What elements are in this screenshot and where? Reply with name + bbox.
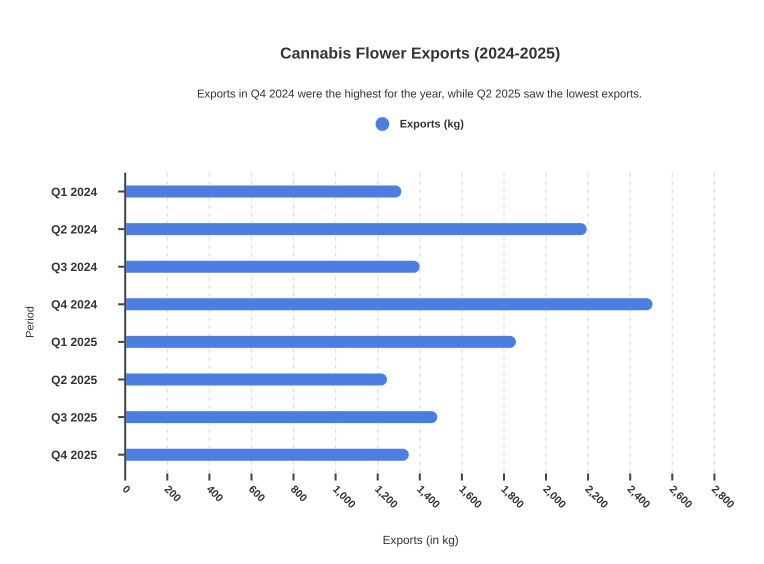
svg-text:Q4 2025: Q4 2025	[51, 448, 97, 462]
svg-text:Q1 2025: Q1 2025	[51, 335, 97, 349]
svg-text:Q2 2025: Q2 2025	[51, 373, 97, 387]
svg-text:Exports (in kg): Exports (in kg)	[383, 533, 459, 547]
svg-text:Period: Period	[24, 306, 36, 338]
svg-text:Exports (kg): Exports (kg)	[400, 119, 465, 131]
svg-text:Cannabis Flower Exports (2024-: Cannabis Flower Exports (2024-2025)	[280, 46, 560, 63]
svg-text:Exports in Q4 2024 were the hi: Exports in Q4 2024 were the highest for …	[197, 88, 642, 100]
svg-text:Q3 2025: Q3 2025	[51, 410, 97, 424]
svg-text:Q1 2024: Q1 2024	[51, 185, 97, 199]
svg-text:Q4 2024: Q4 2024	[51, 298, 97, 312]
svg-text:Q2 2024: Q2 2024	[51, 222, 97, 236]
svg-text:Q3 2024: Q3 2024	[51, 260, 97, 274]
